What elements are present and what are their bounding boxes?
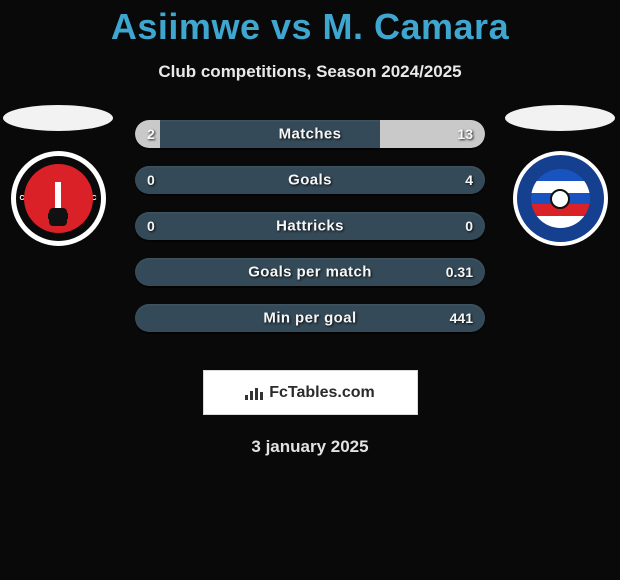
watermark: FcTables.com bbox=[203, 370, 418, 415]
stat-label: Goals bbox=[135, 172, 485, 189]
player-silhouette-icon bbox=[3, 105, 113, 131]
player-silhouette-icon bbox=[505, 105, 615, 131]
player-left: CHARLTONATHLETIC bbox=[0, 105, 118, 246]
player-right bbox=[500, 105, 620, 246]
comparison-arena: CHARLTONATHLETIC 213Matches 04Goals 00Hatt… bbox=[0, 120, 620, 350]
stat-label: Hattricks bbox=[135, 218, 485, 235]
page-title: Asiimwe vs M. Camara bbox=[0, 0, 620, 48]
stat-bar: 0.31Goals per match bbox=[135, 258, 485, 286]
stat-bar: 00Hattricks bbox=[135, 212, 485, 240]
date-label: 3 january 2025 bbox=[0, 437, 620, 457]
stat-label: Min per goal bbox=[135, 310, 485, 327]
stat-bar: 441Min per goal bbox=[135, 304, 485, 332]
stat-bar: 04Goals bbox=[135, 166, 485, 194]
stat-label: Matches bbox=[135, 126, 485, 143]
club-crest-reading bbox=[513, 151, 608, 246]
club-crest-charlton: CHARLTONATHLETIC bbox=[11, 151, 106, 246]
subtitle: Club competitions, Season 2024/2025 bbox=[0, 62, 620, 82]
watermark-text: FcTables.com bbox=[269, 384, 375, 402]
stat-label: Goals per match bbox=[135, 264, 485, 281]
stat-bar: 213Matches bbox=[135, 120, 485, 148]
chart-icon bbox=[245, 386, 263, 400]
stat-bars: 213Matches 04Goals 00Hattricks 0.31Goals pe… bbox=[135, 120, 485, 332]
